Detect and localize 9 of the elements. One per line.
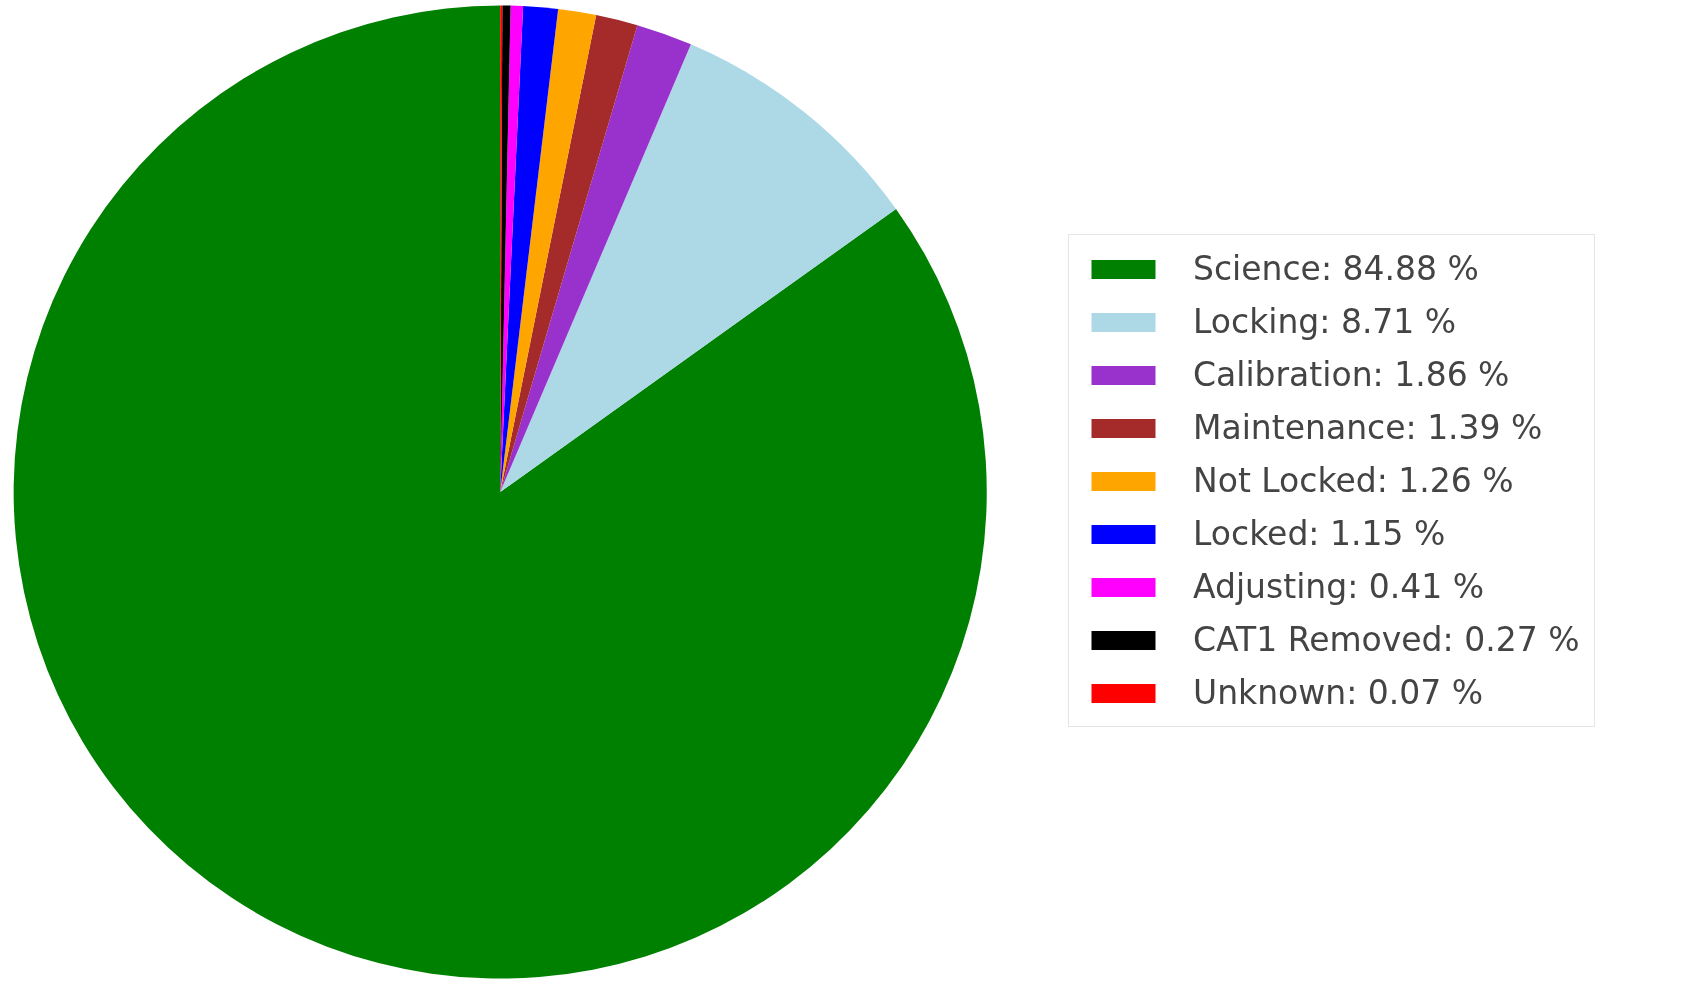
- legend-label: Unknown: 0.07 %: [1193, 673, 1484, 712]
- legend-label: Maintenance: 1.39 %: [1193, 408, 1543, 447]
- legend-label: Not Locked: 1.26 %: [1193, 461, 1514, 500]
- legend-label: Locked: 1.15 %: [1193, 514, 1446, 553]
- legend-label: CAT1 Removed: 0.27 %: [1193, 620, 1580, 659]
- legend-label: Adjusting: 0.41 %: [1193, 567, 1485, 606]
- legend-label: Science: 84.88 %: [1193, 249, 1479, 288]
- legend-label: Locking: 8.71 %: [1193, 302, 1457, 341]
- legend-label: Calibration: 1.86 %: [1193, 355, 1510, 394]
